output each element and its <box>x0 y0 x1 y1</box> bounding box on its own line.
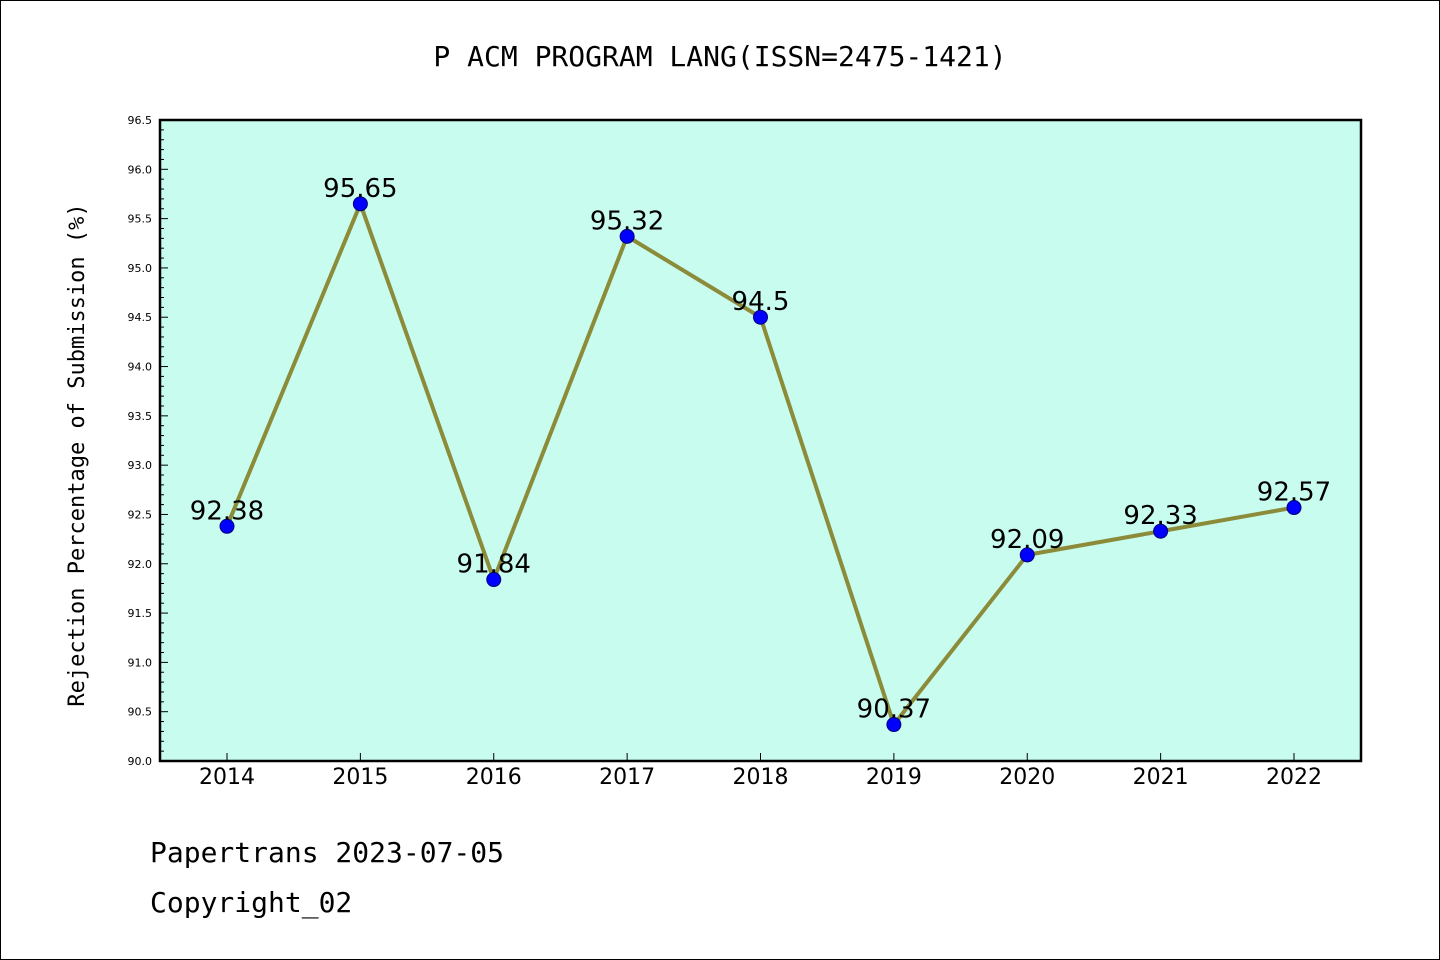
y-tick-label: 94.5 <box>128 311 153 324</box>
y-tick-label: 95.5 <box>128 213 153 226</box>
y-tick-label: 91.0 <box>128 656 153 669</box>
data-label: 90.37 <box>857 695 931 725</box>
y-tick-label: 92.5 <box>128 508 153 521</box>
y-axis-label: Rejection Percentage of Submission (%) <box>65 203 90 706</box>
data-point <box>1286 500 1302 516</box>
data-label: 91.84 <box>457 550 531 580</box>
data-label: 92.09 <box>990 525 1064 555</box>
data-point <box>1019 547 1035 563</box>
data-point <box>886 717 902 733</box>
data-point <box>1153 523 1169 539</box>
y-tick-label: 94.0 <box>128 361 153 374</box>
x-tick-label: 2022 <box>1266 765 1322 790</box>
y-tick-label: 95.0 <box>128 262 153 275</box>
axis-ticks: 90.0 90.5 91.0 91.5 92.0 92.5 93.0 93.5 94.0 94.5… <box>128 114 1323 790</box>
y-tick-label: 96.5 <box>128 114 153 127</box>
x-tick-label: 2015 <box>332 765 388 790</box>
data-point <box>219 518 235 534</box>
y-tick-label: 90.5 <box>128 706 153 719</box>
data-label: 95.32 <box>590 206 664 236</box>
data-point <box>619 228 635 244</box>
data-labels: 92.38 95.65 91.84 95.32 94.5 90.37 92.09 92.33 9… <box>190 174 1331 725</box>
y-tick-label: 93.0 <box>128 459 153 472</box>
data-label: 94.5 <box>732 287 790 317</box>
footer-date: Papertrans 2023-07-05 <box>150 836 505 869</box>
data-point <box>352 196 368 212</box>
data-label: 95.65 <box>323 174 397 204</box>
y-tick-label: 96.0 <box>128 163 153 176</box>
x-tick-label: 2017 <box>599 765 655 790</box>
x-tick-label: 2016 <box>466 765 522 790</box>
data-point <box>486 572 502 588</box>
x-tick-label: 2019 <box>866 765 922 790</box>
y-tick-label: 90.0 <box>128 755 153 768</box>
data-label: 92.33 <box>1123 501 1197 531</box>
y-tick-label: 93.5 <box>128 410 153 423</box>
y-tick-label: 92.0 <box>128 558 153 571</box>
data-label: 92.38 <box>190 496 264 526</box>
x-tick-label: 2021 <box>1133 765 1189 790</box>
x-tick-label: 2020 <box>999 765 1055 790</box>
footer-copyright: Copyright_02 <box>150 886 353 919</box>
chart-title: P ACM PROGRAM LANG(ISSN=2475-1421) <box>433 40 1006 73</box>
x-tick-label: 2018 <box>733 765 789 790</box>
plot-area <box>158 118 1363 763</box>
data-point <box>753 309 768 325</box>
x-tick-label: 2014 <box>199 765 255 790</box>
data-label: 92.57 <box>1257 478 1331 508</box>
y-tick-label: 91.5 <box>128 607 153 620</box>
data-series <box>219 196 1302 733</box>
